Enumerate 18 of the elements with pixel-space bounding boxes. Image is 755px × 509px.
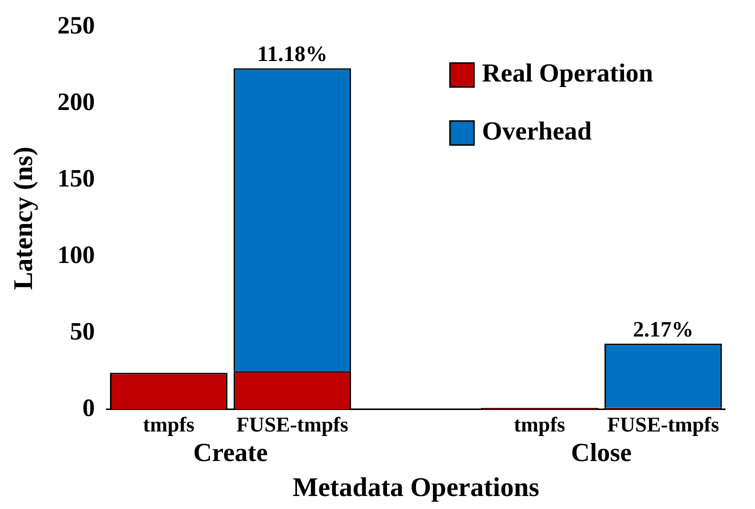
x-tick-label: tmpfs bbox=[143, 412, 194, 436]
y-tick-label: 0 bbox=[82, 394, 95, 422]
x-tick-label: FUSE-tmpfs bbox=[607, 412, 720, 436]
text: Create bbox=[193, 438, 268, 468]
legend-label: Real Operation bbox=[482, 58, 654, 88]
y-tick-label: 250 bbox=[57, 12, 95, 40]
text: Close bbox=[571, 438, 632, 468]
x-tick-label: FUSE-tmpfs bbox=[236, 412, 348, 436]
annotation: 11.18% bbox=[257, 40, 328, 66]
y-tick-label: 50 bbox=[70, 318, 95, 346]
y-axis-title: Latency (ns) bbox=[8, 146, 38, 290]
legend-label: Overhead bbox=[482, 116, 592, 146]
y-tick-label: 100 bbox=[57, 242, 95, 269]
y-tick-label: 200 bbox=[57, 88, 95, 116]
y-tick-label: 150 bbox=[57, 165, 95, 192]
x-axis-title: Metadata Operations bbox=[292, 472, 540, 502]
annotation: 2.17% bbox=[632, 316, 694, 342]
x-tick-label: tmpfs bbox=[514, 412, 566, 436]
